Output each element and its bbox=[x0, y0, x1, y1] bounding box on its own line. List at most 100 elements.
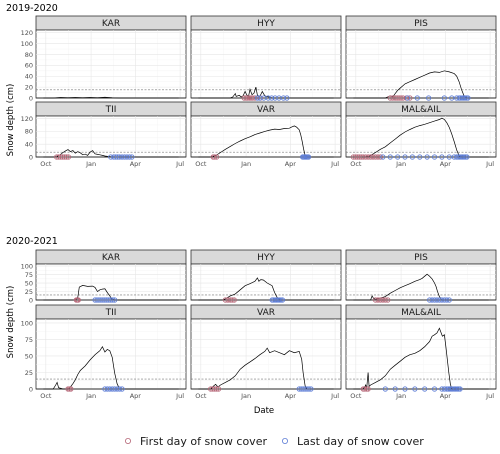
x-axis-title: Date bbox=[254, 406, 274, 416]
y-tick-label: 0 bbox=[29, 385, 33, 393]
last-day-marker bbox=[113, 154, 119, 160]
first-day-marker bbox=[222, 297, 229, 303]
y-tick-label: 40 bbox=[25, 73, 33, 81]
last-day-marker bbox=[257, 95, 263, 101]
last-day-marker bbox=[441, 297, 447, 303]
y-tick-label: 0 bbox=[29, 296, 33, 304]
legend-first-label: First day of snow cover bbox=[140, 435, 267, 448]
facet-panel-r3c2: MAL&AIL Oct Jan Apr Jul bbox=[345, 304, 497, 400]
first-day-marker bbox=[210, 154, 216, 160]
y-tick-label: 40 bbox=[25, 140, 33, 148]
last-day-marker bbox=[457, 386, 463, 392]
first-day-marker bbox=[246, 95, 253, 101]
last-day-marker bbox=[446, 154, 452, 160]
last-day-marker bbox=[304, 386, 310, 392]
last-day-marker bbox=[306, 386, 312, 392]
last-day-marker bbox=[296, 386, 302, 392]
first-day-marker bbox=[350, 154, 356, 160]
first-day-marker bbox=[241, 95, 247, 101]
y-axis-title-2019: Snow depth (cm) bbox=[6, 84, 16, 157]
last-day-marker bbox=[454, 386, 460, 392]
panel-area bbox=[345, 318, 497, 390]
last-day-marker bbox=[265, 95, 271, 101]
snow-depth-line bbox=[198, 277, 334, 301]
last-day-marker bbox=[431, 154, 438, 160]
panel-area bbox=[35, 115, 187, 158]
y-tick-label: 100 bbox=[21, 262, 33, 270]
last-day-marker bbox=[422, 386, 428, 392]
first-day-marker bbox=[377, 297, 384, 303]
last-day-marker bbox=[446, 297, 452, 303]
first-day-marker bbox=[407, 95, 413, 101]
last-day-marker bbox=[100, 297, 106, 303]
y-tick-label: 50 bbox=[25, 352, 33, 360]
y-tick-label: 25 bbox=[25, 369, 33, 377]
last-day-marker bbox=[107, 386, 113, 392]
first-day-marker bbox=[54, 154, 60, 160]
last-day-marker bbox=[308, 386, 314, 392]
panel-area bbox=[345, 29, 497, 99]
last-day-marker bbox=[272, 95, 278, 101]
last-day-marker bbox=[463, 95, 470, 101]
first-day-marker bbox=[362, 386, 368, 392]
x-tick-label: Oct bbox=[195, 392, 207, 400]
last-day-marker bbox=[117, 154, 123, 160]
last-day-marker bbox=[92, 297, 98, 303]
last-day-marker bbox=[279, 297, 286, 303]
facet-panel-r2c1: HYY bbox=[190, 249, 342, 303]
legend-last-marker bbox=[281, 437, 288, 444]
first-day-marker bbox=[229, 297, 235, 303]
first-day-marker bbox=[57, 154, 64, 160]
last-day-marker bbox=[431, 386, 438, 392]
last-day-marker bbox=[464, 154, 470, 160]
x-tick-label: Jan bbox=[85, 160, 96, 168]
y-tick-label: 25 bbox=[25, 288, 33, 296]
last-day-marker bbox=[104, 297, 110, 303]
first-day-marker bbox=[356, 154, 362, 160]
last-day-marker bbox=[449, 95, 455, 101]
first-day-marker bbox=[382, 297, 388, 303]
x-tick-label: Jan bbox=[395, 160, 406, 168]
y-tick-label: 100 bbox=[21, 319, 33, 327]
last-day-marker bbox=[119, 154, 125, 160]
last-day-marker bbox=[402, 386, 408, 392]
last-day-marker bbox=[380, 154, 386, 160]
x-tick-label: Apr bbox=[285, 160, 297, 168]
y-tick-label: 120 bbox=[21, 115, 33, 123]
panel-area bbox=[190, 318, 342, 390]
x-tick-label: Oct bbox=[350, 392, 362, 400]
first-day-marker bbox=[372, 154, 379, 160]
y-tick-label: 80 bbox=[25, 51, 33, 59]
facet-strip-label: TII bbox=[105, 308, 117, 318]
last-day-marker bbox=[298, 386, 304, 392]
first-day-marker bbox=[68, 386, 74, 392]
first-day-marker bbox=[65, 154, 72, 160]
first-day-marker bbox=[215, 386, 222, 392]
snow-depth-line bbox=[198, 86, 334, 99]
snow-depth-line bbox=[43, 149, 179, 158]
first-day-marker bbox=[365, 154, 371, 160]
x-tick-label: Jul bbox=[485, 392, 494, 400]
panel-area bbox=[345, 263, 497, 301]
first-day-marker bbox=[65, 386, 71, 392]
first-day-marker bbox=[354, 154, 360, 160]
first-day-marker bbox=[375, 297, 381, 303]
first-day-marker bbox=[213, 386, 220, 392]
last-day-marker bbox=[305, 154, 312, 160]
first-day-marker bbox=[212, 154, 218, 160]
last-day-marker bbox=[434, 297, 440, 303]
facet-panel-r0c2: PIS bbox=[345, 15, 497, 101]
first-day-marker bbox=[394, 95, 400, 101]
last-day-marker bbox=[417, 154, 423, 160]
facet-panel-r1c1: VAR Oct Jan Apr Jul bbox=[190, 101, 342, 168]
first-day-marker bbox=[363, 154, 369, 160]
x-tick-label: Apr bbox=[440, 160, 452, 168]
y-tick-label: 0 bbox=[29, 153, 33, 161]
snow-depth-line bbox=[353, 70, 489, 99]
snow-depth-line bbox=[43, 96, 179, 99]
first-day-marker bbox=[208, 386, 214, 392]
first-day-marker bbox=[66, 386, 73, 392]
y-tick-label: 80 bbox=[25, 128, 33, 136]
last-day-marker bbox=[412, 386, 418, 392]
